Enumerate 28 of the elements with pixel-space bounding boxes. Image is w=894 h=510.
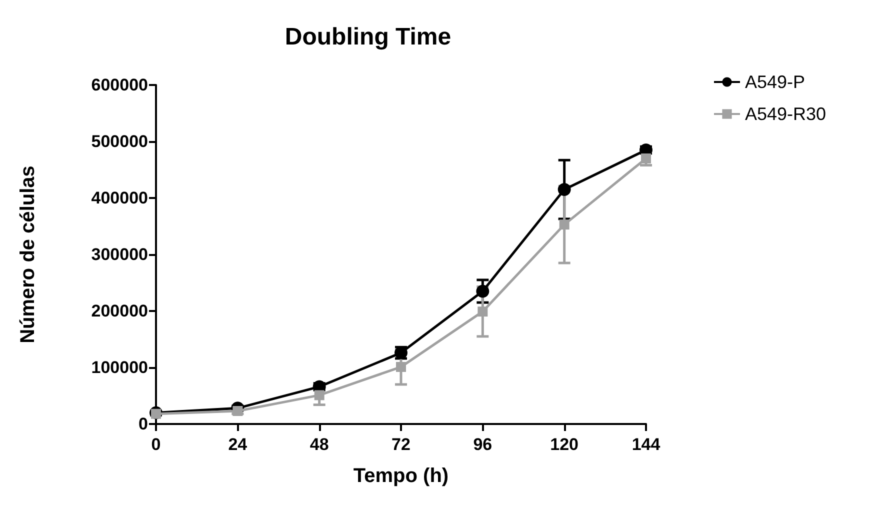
y-tick-label: 100000 [91, 358, 148, 377]
y-tick-label: 500000 [91, 132, 148, 151]
x-tick-label: 48 [310, 435, 329, 454]
point [476, 284, 490, 298]
point [396, 362, 406, 372]
point [314, 390, 324, 400]
x-tick-label: 120 [550, 435, 579, 454]
point [151, 408, 161, 419]
y-tick-label: 0 [138, 414, 148, 434]
point [559, 220, 570, 230]
point [232, 406, 243, 416]
y-tick-label: 400000 [91, 188, 148, 208]
legend-label: A549-R30 [745, 104, 826, 124]
x-axis-title: Tempo (h) [353, 465, 449, 487]
x-tick-label: 24 [228, 435, 248, 454]
x-tick-label: 144 [632, 435, 661, 454]
point [558, 183, 571, 196]
point [641, 153, 651, 164]
legend-label: A549-P [745, 72, 806, 92]
y-tick-label: 300000 [91, 245, 148, 264]
x-tick-label: 0 [151, 435, 161, 454]
y-tick-label: 600000 [91, 76, 148, 94]
y-axis-title: Número de células [17, 166, 39, 344]
x-tick-label: 96 [473, 435, 492, 454]
chart-title: Doubling Time [284, 24, 452, 50]
point [478, 306, 488, 317]
x-tick-label: 72 [392, 435, 410, 454]
y-tick-label: 200000 [91, 302, 148, 320]
